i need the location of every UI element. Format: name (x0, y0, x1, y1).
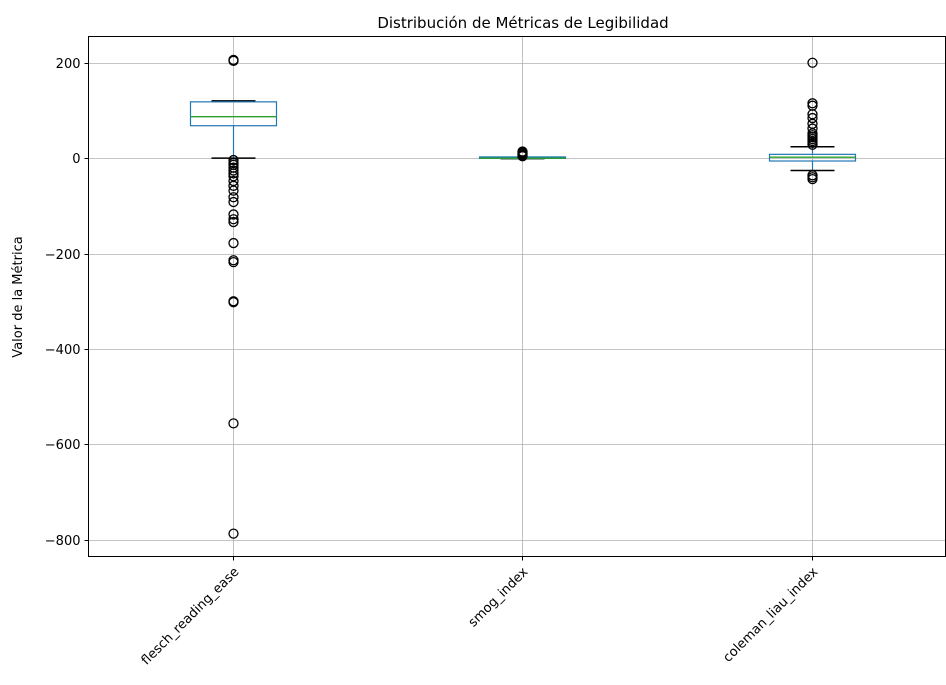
outlier-point (228, 154, 239, 166)
plot-area (189, 54, 857, 539)
y-tick-label: −200 (45, 248, 81, 263)
outlier-point (228, 196, 239, 208)
outlier-point (807, 112, 818, 124)
outlier-point (517, 146, 528, 157)
outlier-point (807, 139, 818, 150)
box-smog_index (478, 146, 567, 162)
y-tick-label: 0 (72, 152, 80, 167)
outlier-point (228, 257, 239, 268)
outlier-point (228, 214, 239, 225)
y-tick-label: 200 (56, 57, 81, 72)
y-tick-label: −400 (45, 343, 81, 358)
y-axis: 200 0 −200 −400 −600 −800 (45, 57, 89, 549)
x-tick-label: coleman_liau_index (721, 565, 822, 666)
outlier-point (228, 55, 239, 66)
outlier-point (228, 185, 239, 196)
outlier-point (228, 528, 239, 539)
outlier-point (228, 168, 239, 179)
outlier-point (228, 237, 239, 249)
x-tick-label: flesch_reading_ease (139, 565, 243, 669)
box-flesch_reading_ease (189, 54, 278, 539)
outlier-point (228, 216, 239, 228)
box-coleman_liau_index (768, 57, 857, 185)
y-tick-label: −800 (45, 534, 81, 549)
outlier-point (228, 165, 239, 176)
chart-title: Distribución de Métricas de Legibilidad (377, 14, 668, 32)
outlier-point (807, 173, 818, 185)
outlier-point (807, 57, 818, 68)
x-axis: flesch_reading_ease smog_index coleman_lia… (139, 556, 822, 669)
x-tick-label: smog_index (466, 565, 532, 631)
outlier-point (228, 297, 239, 308)
outlier-point (228, 192, 239, 203)
outlier-point (228, 418, 239, 429)
y-tick-label: −600 (45, 438, 81, 453)
iqr-box (189, 101, 278, 127)
outlier-point (228, 209, 239, 220)
outlier-point (228, 180, 239, 191)
y-axis-label: Valor de la Métrica (11, 236, 26, 357)
